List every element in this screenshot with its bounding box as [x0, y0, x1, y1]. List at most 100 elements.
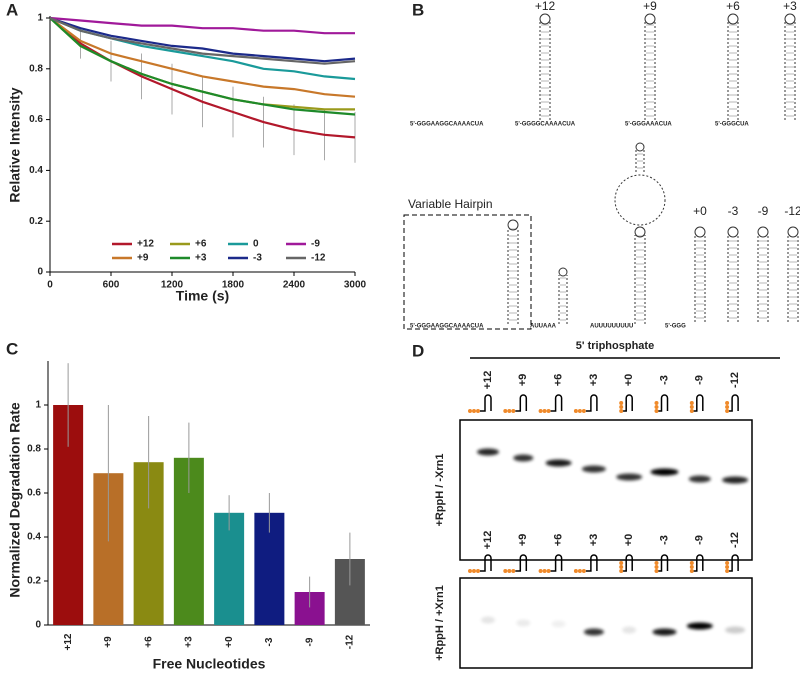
y-tick-label: 0.6	[27, 488, 41, 499]
nucleotide-dot	[538, 569, 543, 573]
x-tick-label: +6	[143, 636, 154, 648]
nucleotide-dot	[503, 409, 508, 413]
legend-label: +6	[195, 239, 207, 250]
nucleotide-dot	[538, 409, 543, 413]
nucleotide-dot	[619, 569, 624, 573]
nucleotide-dot	[619, 561, 624, 565]
lane-label: +9	[517, 374, 529, 387]
nucleotide-dot	[542, 569, 547, 573]
nucleotide-dot	[654, 401, 659, 405]
hairpin-label: +0	[693, 204, 707, 218]
legend-label: -3	[253, 253, 262, 264]
nucleotide-dot	[689, 561, 694, 565]
y-tick-label: 0.4	[27, 532, 41, 543]
hairpin-icon	[621, 394, 633, 412]
legend-label: +12	[137, 239, 154, 250]
lane-label: -3	[658, 375, 670, 385]
hairpin-icon	[621, 554, 633, 572]
hairpin-icon	[480, 554, 492, 572]
nucleotide-dot	[503, 569, 508, 573]
series-line	[49, 16, 356, 63]
gel-frame	[459, 577, 753, 669]
lane-label: -9	[694, 375, 706, 385]
sequence: AUUUUUUUUU	[590, 324, 633, 330]
legend-label: 0	[253, 239, 259, 250]
gel-band	[688, 475, 711, 483]
row-label: +RppH / -Xrn1	[434, 453, 446, 526]
nucleotide-dot	[472, 409, 476, 413]
nucleotide-dot	[725, 569, 730, 573]
y-tick-label: 0.6	[29, 114, 43, 125]
nucleotide-dot	[725, 401, 730, 405]
gel-band	[622, 626, 637, 634]
nucleotide-dot	[507, 569, 512, 573]
series-line	[49, 16, 356, 65]
nucleotide-dot	[689, 565, 694, 569]
hairpin-label: -9	[758, 204, 769, 218]
lane-label: -9	[694, 535, 706, 545]
nucleotide-dot	[619, 565, 624, 569]
hairpin-icon	[691, 554, 704, 572]
gel-band	[652, 628, 677, 636]
gel-band	[516, 619, 531, 627]
nucleotide-dot	[573, 569, 578, 573]
gel-band	[686, 622, 713, 630]
nucleotide-dot	[654, 565, 659, 569]
x-axis-label: Time (s)	[176, 288, 229, 304]
nucleotide-dot	[619, 405, 624, 409]
nucleotide-dot	[511, 569, 516, 573]
y-tick-label: 0.2	[29, 216, 43, 227]
nucleotide-dot	[689, 401, 694, 405]
y-tick-label: 0	[35, 620, 41, 631]
gel-band	[725, 626, 746, 634]
nucleotide-dot	[654, 561, 659, 565]
y-axis-label: Normalized Degradation Rate	[7, 402, 23, 597]
nucleotide-dot	[619, 401, 624, 405]
nucleotide-dot	[725, 561, 730, 565]
hairpin-icon	[727, 554, 739, 572]
nucleotide-dot	[476, 409, 480, 413]
nucleotide-dot	[689, 405, 694, 409]
gel-band	[513, 454, 534, 462]
hairpin-icon	[550, 554, 563, 572]
gel-band	[481, 616, 495, 624]
panel-label: D	[412, 341, 424, 360]
hairpin-label: +12	[535, 0, 556, 13]
x-tick-label: -9	[304, 637, 315, 646]
hairpin-icon	[656, 554, 669, 572]
y-axis-label: Relative Intensity	[7, 87, 23, 202]
x-axis-label: Free Nucleotides	[153, 656, 266, 672]
x-tick-label: 600	[103, 280, 120, 291]
nucleotide-dot	[468, 409, 472, 413]
lane-label: -3	[658, 535, 670, 545]
lane-label: +3	[588, 534, 600, 547]
loop	[507, 219, 519, 231]
loop	[727, 226, 739, 238]
hairpin-icon	[691, 394, 704, 412]
lane-label: +12	[482, 371, 494, 390]
x-tick-label: -12	[345, 634, 356, 649]
nucleotide-dot	[577, 569, 582, 573]
loop	[784, 13, 796, 25]
x-tick-label: +0	[224, 636, 235, 648]
y-tick-label: 0.4	[29, 165, 43, 176]
nucleotide-dot	[581, 409, 586, 413]
x-tick-label: 1800	[222, 280, 245, 291]
nucleotide-dot	[725, 409, 730, 413]
hairpin-icon	[727, 394, 739, 412]
sequence: 5'-GGGAAGGCAAAACUA	[410, 324, 484, 330]
nucleotide-dot	[476, 569, 480, 573]
sequence: 5'-GGGAAGGCAAAACUA	[410, 122, 484, 128]
nucleotide-dot	[472, 569, 476, 573]
legend-label: -12	[311, 253, 326, 264]
x-tick-label: +9	[103, 636, 114, 648]
loop	[635, 142, 645, 152]
nucleotide-dot	[689, 409, 694, 413]
nucleotide-dot	[468, 569, 472, 573]
loop	[614, 174, 666, 226]
sequence: 5'-GGGAAACUA	[625, 122, 672, 128]
lane-label: +6	[553, 374, 565, 387]
hairpin-icon	[656, 394, 669, 412]
gel-band	[616, 473, 643, 481]
